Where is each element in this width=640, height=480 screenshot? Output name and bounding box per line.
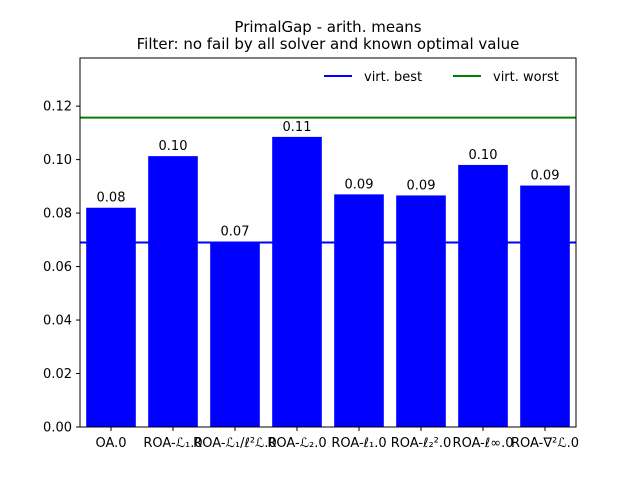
- bars-group: [86, 136, 570, 427]
- x-tick-label: ROA-ℒ₁.0: [143, 436, 202, 451]
- x-tick-label: ROA-ℒ₁/ℓ²ℒ.0: [193, 436, 277, 451]
- bar: [148, 156, 198, 427]
- y-tick-label: 0.10: [43, 153, 72, 168]
- bar-value-label: 0.09: [345, 177, 374, 192]
- plot-frame: [79, 57, 577, 428]
- x-tick-label: ROA-ℓ₂².0: [391, 436, 452, 451]
- legend-label: virt. worst: [493, 70, 559, 85]
- x-tick-label: ROA-ℓ₁.0: [331, 436, 386, 451]
- x-tick-label: ROA-∇²ℒ.0: [511, 436, 579, 451]
- chart-title: PrimalGap - arith. means: [234, 18, 421, 36]
- bar: [272, 136, 322, 427]
- y-tick-label: 0.00: [43, 421, 72, 436]
- chart-subtitle: Filter: no fail by all solver and known …: [137, 35, 520, 53]
- bar-value-label: 0.11: [283, 120, 312, 135]
- y-axis: 0.00 0.02 0.04 0.06 0.08 0.10 0.12: [43, 100, 80, 436]
- bar-value-label: 0.09: [407, 178, 436, 193]
- legend: virt. best virt. worst: [324, 70, 559, 85]
- y-tick-label: 0.08: [43, 207, 72, 222]
- x-tick-label: ROA-ℓ∞.0: [453, 436, 514, 451]
- reference-lines-group: [80, 116, 576, 244]
- bar: [210, 241, 260, 427]
- legend-label: virt. best: [364, 70, 422, 85]
- bar: [458, 164, 508, 427]
- bar: [396, 195, 446, 427]
- y-tick-label: 0.02: [43, 367, 72, 382]
- x-tick-label: OA.0: [95, 436, 126, 451]
- bar-value-label: 0.07: [221, 225, 250, 240]
- y-tick-label: 0.06: [43, 260, 72, 275]
- bar-value-label: 0.09: [531, 169, 560, 184]
- bar-value-label: 0.10: [159, 139, 188, 154]
- bar: [86, 207, 136, 427]
- y-tick-label: 0.12: [43, 100, 72, 115]
- y-tick-label: 0.04: [43, 314, 72, 329]
- bar-value-label: 0.08: [97, 191, 126, 206]
- bar: [520, 185, 570, 427]
- bar: [334, 194, 384, 427]
- bar-labels-group: 0.08 0.10 0.07 0.11 0.09 0.09 0.10 0.09: [97, 120, 560, 240]
- x-tick-label: ROA-ℒ₂.0: [267, 436, 326, 451]
- bar-value-label: 0.10: [469, 148, 498, 163]
